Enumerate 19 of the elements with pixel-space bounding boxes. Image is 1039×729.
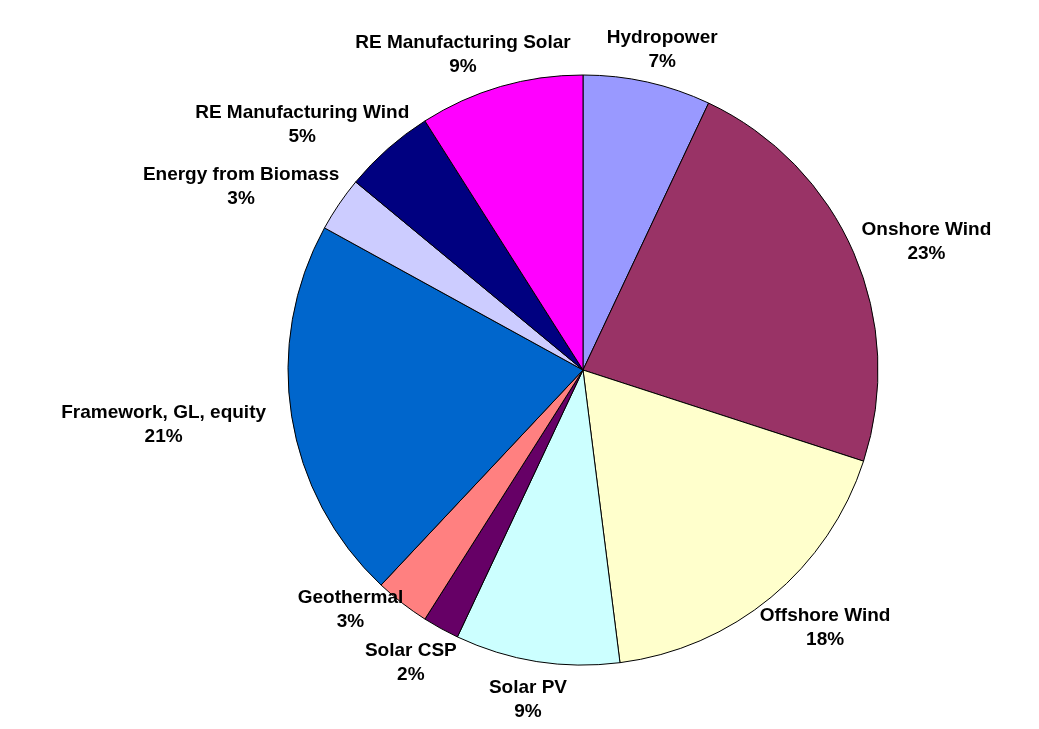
data-label: 23% <box>907 241 946 263</box>
data-label: 3% <box>227 186 255 208</box>
slice-label: Offshore Wind <box>759 604 891 626</box>
slice-label: Framework, GL, equity <box>61 400 267 422</box>
data-label: 3% <box>336 609 365 631</box>
slice-label: Hydropower <box>606 25 719 47</box>
data-label: 9% <box>514 699 542 721</box>
data-label: 5% <box>288 124 317 146</box>
slice-label: Onshore Wind <box>861 217 992 239</box>
data-label: 2% <box>397 663 425 685</box>
slice-label: Solar CSP <box>364 639 458 661</box>
data-label: 18% <box>806 628 845 650</box>
data-label: 7% <box>648 49 677 71</box>
slice-label: RE Manufacturing Solar <box>355 31 572 53</box>
data-label: 9% <box>449 55 477 77</box>
data-label: 21% <box>144 424 183 446</box>
slice-label: Solar PV <box>488 675 568 697</box>
slice-label: RE Manufacturing Wind <box>195 100 410 122</box>
slice-label: Energy from Biomass <box>142 162 340 184</box>
